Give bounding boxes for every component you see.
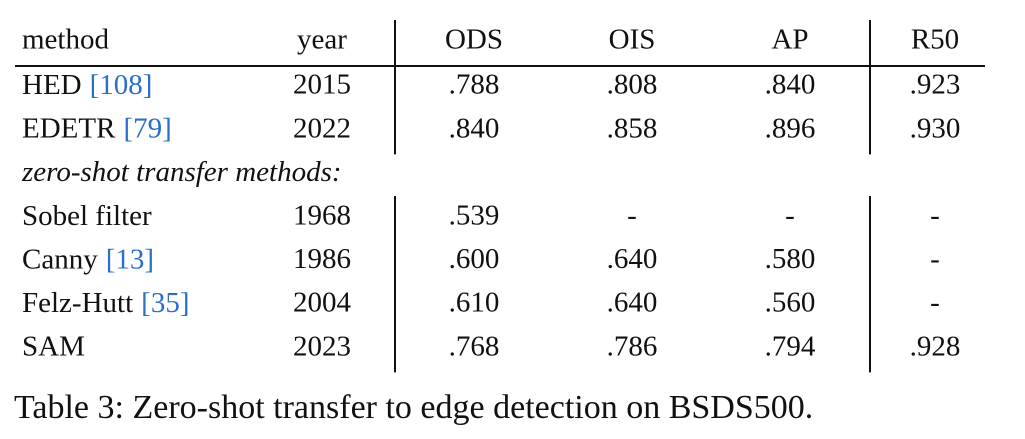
method-cell: Canny [13]	[22, 243, 154, 275]
citation: [35]	[141, 287, 189, 319]
method-name: SAM	[22, 330, 85, 362]
method-name: HED	[22, 69, 82, 101]
table-cell: .840	[449, 112, 500, 144]
table-cell: .788	[449, 69, 500, 101]
table-cell: .786	[607, 330, 658, 362]
table-cell: 2015	[293, 69, 351, 101]
table-cell: -	[930, 243, 940, 275]
table-cell: .768	[449, 330, 500, 362]
table-cell: .928	[910, 330, 961, 362]
header-cell: ODS	[445, 24, 503, 56]
method-cell: SAM	[22, 330, 85, 362]
header-cell: method	[22, 24, 109, 56]
method-name: Canny	[22, 243, 98, 275]
table-cell: .896	[765, 112, 816, 144]
table-cell: 1968	[293, 199, 351, 231]
table-cell: 2004	[293, 287, 352, 319]
method-name: Felz-Hutt	[22, 287, 133, 319]
section-label: zero-shot transfer methods:	[21, 156, 342, 188]
table-cell: 2022	[293, 112, 351, 144]
table-cell: .840	[765, 69, 816, 101]
table-cell: -	[930, 287, 940, 319]
table-cell: .539	[449, 199, 500, 231]
table-cell: .808	[607, 69, 658, 101]
citation: [13]	[106, 243, 154, 275]
table-cell: .930	[910, 112, 961, 144]
method-name: EDETR	[22, 112, 116, 144]
table-cell: .640	[607, 243, 658, 275]
method-cell: Sobel filter	[22, 199, 152, 231]
table-cell: .794	[765, 330, 816, 362]
table-cell: 1986	[293, 243, 351, 275]
table-cell: 2023	[293, 330, 351, 362]
table-cell: .923	[910, 69, 961, 101]
citation: [79]	[123, 112, 171, 144]
table-cell: .858	[607, 112, 658, 144]
table-cell: .560	[765, 287, 816, 319]
method-cell: EDETR [79]	[22, 112, 172, 144]
header-cell: AP	[771, 24, 808, 56]
citation: [108]	[90, 69, 153, 101]
table-cell: -	[930, 199, 940, 231]
method-name: Sobel filter	[22, 199, 152, 231]
method-cell: Felz-Hutt [35]	[22, 287, 189, 319]
caption: Table 3: Zero-shot transfer to edge dete…	[14, 389, 813, 426]
header-cell: R50	[911, 24, 959, 56]
table-cell: .600	[449, 243, 500, 275]
table-cell: .580	[765, 243, 816, 275]
header-cell: year	[297, 24, 347, 56]
header-cell: OIS	[609, 24, 656, 56]
table-cell: .610	[449, 287, 500, 319]
table-cell: .640	[607, 287, 658, 319]
method-cell: HED [108]	[22, 69, 152, 101]
table-cell: -	[785, 199, 795, 231]
table-cell: -	[627, 199, 637, 231]
